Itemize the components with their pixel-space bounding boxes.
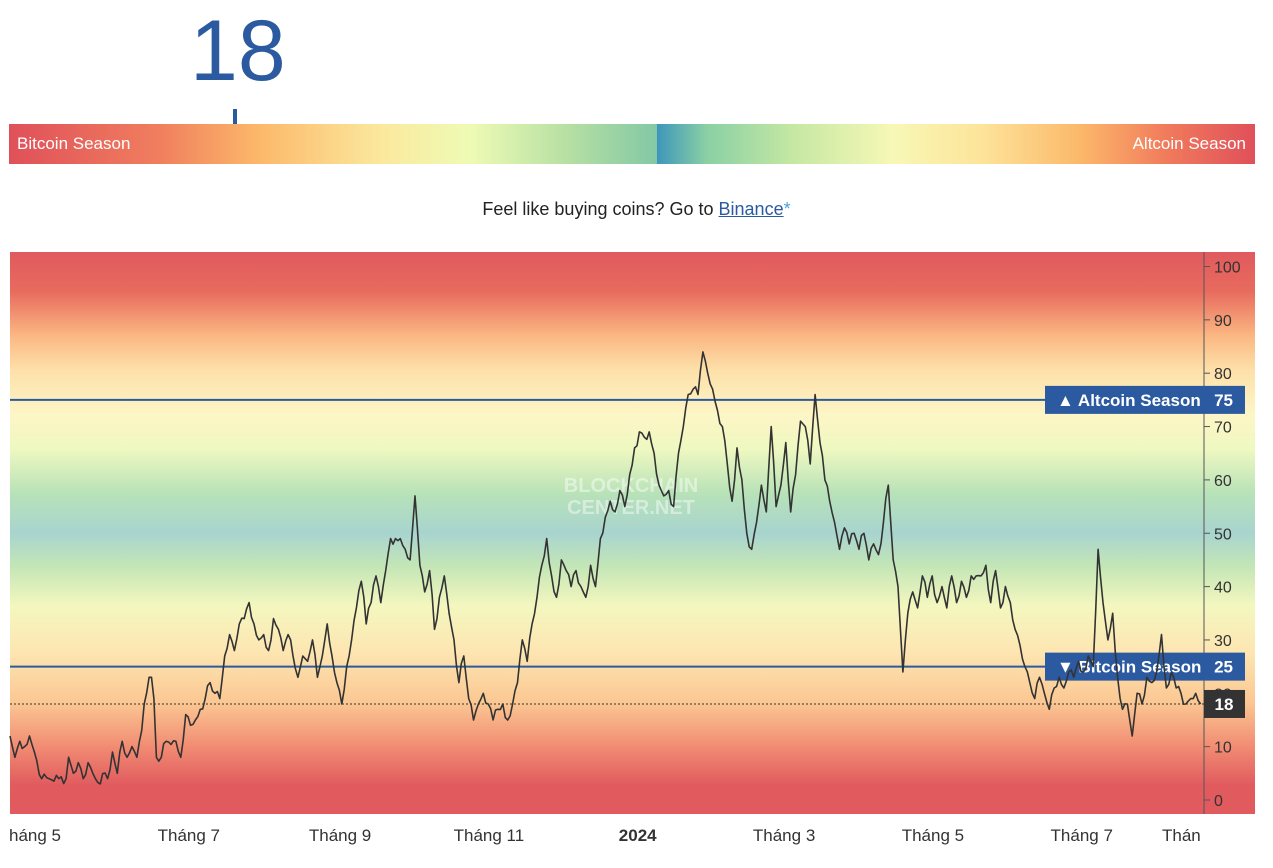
promo-line: Feel like buying coins? Go to Binance* bbox=[0, 199, 1273, 220]
watermark-text: CENTER.NET bbox=[567, 497, 695, 519]
reference-label-box bbox=[1045, 652, 1245, 681]
x-tick-label: Thán bbox=[1162, 826, 1201, 845]
x-tick-label: Tháng 11 bbox=[454, 826, 525, 845]
y-tick-label: 90 bbox=[1214, 313, 1232, 330]
x-axis: háng 5 Tháng 7 Tháng 9 Tháng 11 2024 Tháng 3 T… bbox=[9, 826, 1201, 845]
y-tick-label: 0 bbox=[1214, 793, 1223, 810]
promo-text: Feel like buying coins? Go to bbox=[482, 199, 719, 219]
x-tick-label: 2024 bbox=[619, 826, 657, 845]
x-tick-label: Tháng 5 bbox=[902, 826, 964, 845]
current-value-marker: 18 bbox=[10, 689, 1245, 718]
reference-value: 25 bbox=[1214, 658, 1233, 677]
chart-background bbox=[10, 252, 1255, 814]
y-tick-label: 80 bbox=[1214, 366, 1232, 383]
index-value: 18 bbox=[190, 3, 286, 99]
x-tick-label: Tháng 3 bbox=[753, 826, 815, 845]
y-axis: 0102030405060708090100 bbox=[1203, 252, 1241, 814]
y-tick-label: 50 bbox=[1214, 526, 1232, 543]
x-tick-label: háng 5 bbox=[9, 826, 61, 845]
watermark-text: BLOCKCHAIN bbox=[564, 475, 698, 497]
y-tick-label: 40 bbox=[1214, 580, 1232, 597]
y-tick-label: 60 bbox=[1214, 473, 1232, 490]
gauge-left-label: Bitcoin Season bbox=[17, 134, 131, 153]
gauge-right-label: Altcoin Season bbox=[1132, 134, 1246, 153]
y-tick-label: 30 bbox=[1214, 633, 1232, 650]
reference-label: ▼ Bitcoin Season bbox=[1057, 658, 1201, 677]
y-tick-label: 100 bbox=[1214, 260, 1241, 277]
reference-label: ▲ Altcoin Season bbox=[1057, 391, 1201, 410]
x-tick-label: Tháng 9 bbox=[309, 826, 371, 845]
promo-asterisk: * bbox=[783, 199, 791, 219]
binance-link[interactable]: Binance bbox=[718, 199, 784, 219]
y-tick-label: 10 bbox=[1214, 740, 1232, 757]
season-gauge: Bitcoin Season Altcoin Season bbox=[9, 124, 1255, 164]
reference-value: 75 bbox=[1214, 391, 1233, 410]
current-value-label: 18 bbox=[1215, 695, 1234, 714]
current-value-box bbox=[1204, 689, 1245, 718]
reference-label-box bbox=[1045, 385, 1245, 414]
y-tick-label: 70 bbox=[1214, 420, 1232, 437]
x-tick-label: Tháng 7 bbox=[1051, 826, 1113, 845]
altcoin-index-series bbox=[9, 351, 1202, 785]
x-tick-label: Tháng 7 bbox=[158, 826, 220, 845]
